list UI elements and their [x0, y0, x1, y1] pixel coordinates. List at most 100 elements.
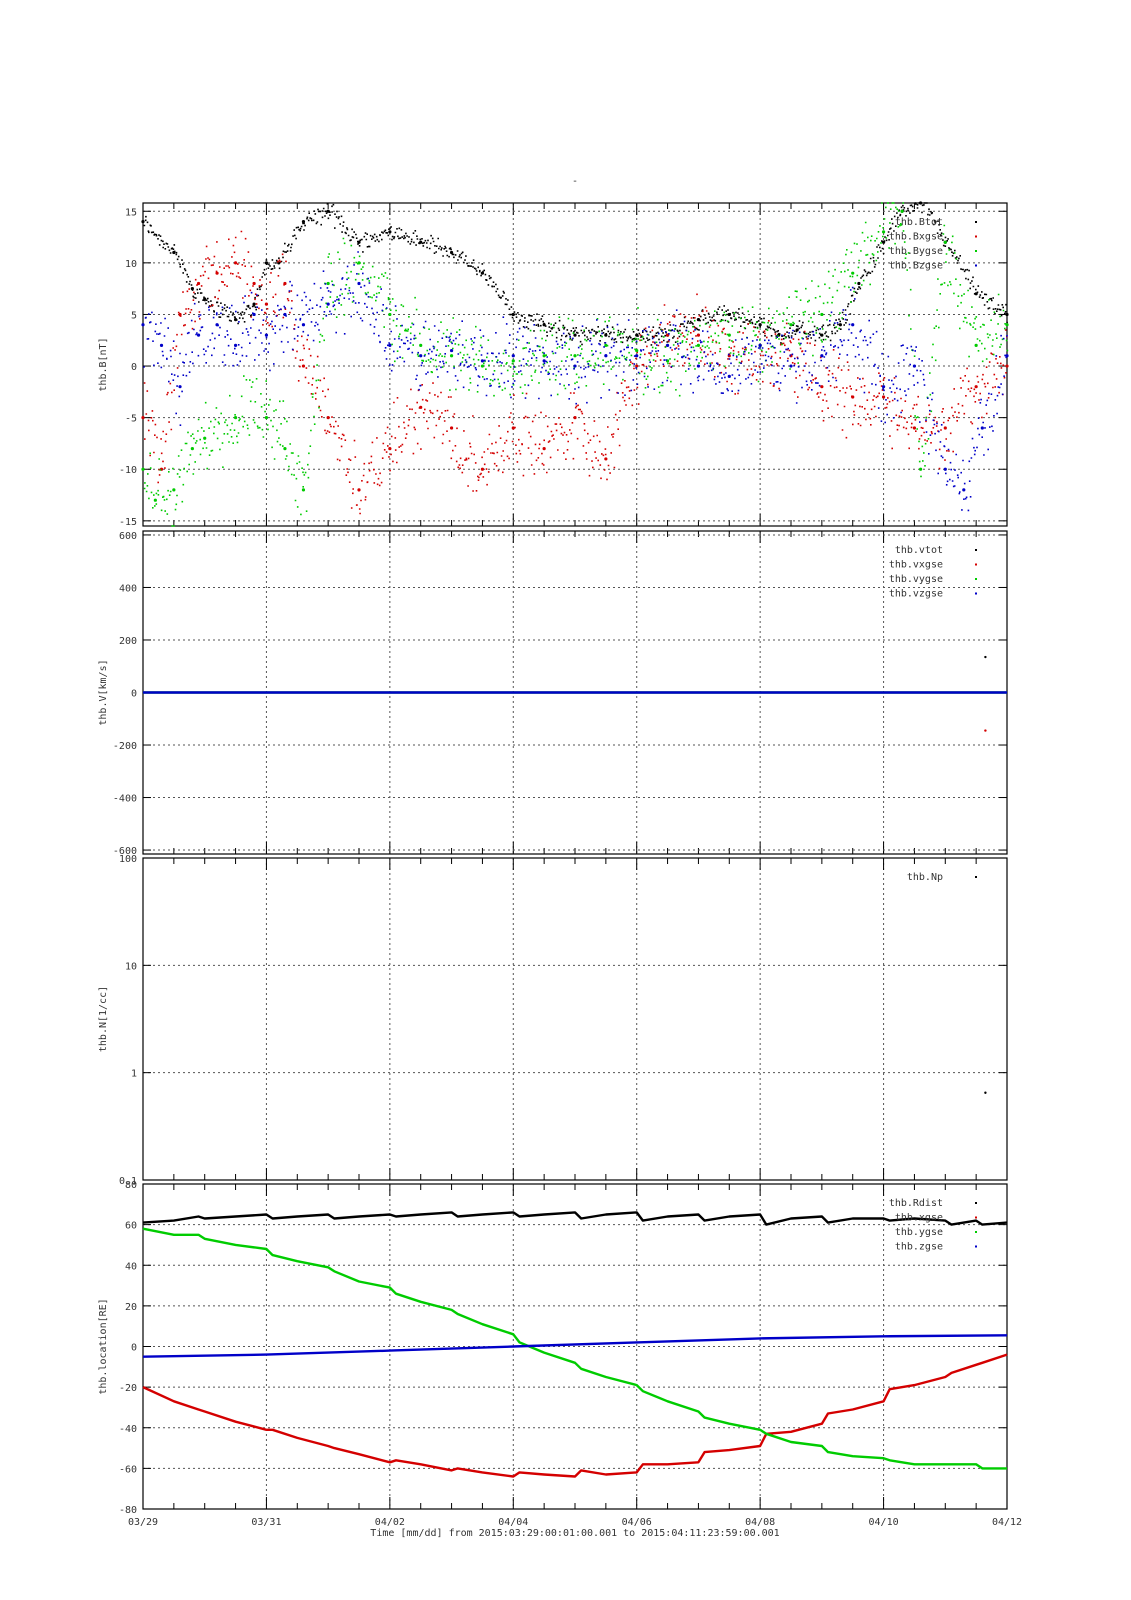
- data-point: [912, 364, 917, 368]
- data-point: [264, 333, 269, 337]
- y-tick-label: -80: [119, 1505, 137, 1516]
- data-point: [203, 436, 207, 440]
- data-point: [172, 488, 176, 492]
- series-thb.Bxgse: [141, 230, 1009, 515]
- y-tick-label: -200: [113, 741, 137, 752]
- x-tick-label: 03/31: [251, 1517, 281, 1528]
- legend-label: thb.Bygse: [889, 246, 943, 257]
- data-point: [264, 416, 269, 420]
- data-point: [635, 354, 639, 358]
- y-tick-label: 0.1: [119, 1176, 137, 1187]
- legend-label: thb.Bxgse: [889, 232, 943, 243]
- data-point: [190, 287, 194, 291]
- data-point: [419, 343, 423, 348]
- y-tick-label: 60: [125, 1221, 137, 1232]
- data-point: [480, 271, 485, 275]
- data-point: [283, 312, 287, 317]
- data-point: [480, 467, 485, 471]
- series-thb.Np: [984, 1091, 987, 1094]
- data-point: [665, 343, 670, 348]
- data-point: [233, 318, 238, 322]
- data-point: [252, 281, 256, 286]
- y-tick-label: 0: [131, 1343, 137, 1354]
- data-point: [542, 359, 546, 363]
- figure-title: -: [572, 176, 578, 187]
- x-tick-label: 04/10: [869, 1517, 899, 1528]
- data-point: [449, 426, 454, 430]
- x-tick-label: 04/02: [375, 1517, 405, 1528]
- data-point: [283, 447, 287, 451]
- y-tick-label: 20: [125, 1302, 137, 1313]
- legend-marker: [975, 549, 977, 551]
- data-point: [758, 343, 762, 348]
- series-thb.zgse: [142, 1334, 1008, 1358]
- data-point: [357, 281, 361, 286]
- data-point: [196, 281, 201, 286]
- data-point: [984, 655, 987, 659]
- data-point: [511, 426, 515, 430]
- data-point: [696, 333, 701, 337]
- series-thb.ygse: [142, 1227, 1007, 1470]
- y-tick-label: -15: [119, 517, 137, 528]
- data-point: [789, 323, 793, 327]
- data-point: [264, 302, 269, 306]
- data-point: [301, 488, 306, 492]
- data-point: [141, 467, 145, 471]
- y-tick-label: 0: [131, 689, 137, 700]
- data-point: [604, 343, 608, 348]
- data-point: [881, 385, 886, 389]
- data-point: [511, 312, 515, 317]
- data-points: [143, 251, 1008, 512]
- data-point: [851, 395, 855, 399]
- data-point: [388, 343, 392, 348]
- series-line: [142, 1334, 1008, 1358]
- y-tick-label: -5: [125, 414, 137, 425]
- data-point: [758, 323, 762, 327]
- legend-marker: [975, 1202, 977, 1204]
- data-point: [820, 333, 824, 337]
- x-tick-label: 04/08: [745, 1517, 775, 1528]
- data-point: [974, 385, 978, 389]
- data-point: [233, 416, 238, 420]
- data-point: [419, 354, 423, 358]
- data-point: [301, 323, 306, 327]
- series-thb.vtot: [984, 655, 987, 659]
- data-point: [962, 488, 966, 492]
- series-thb.Rdist: [142, 1211, 1008, 1226]
- panel-1: 15 10 5 0 -5 -10 -15 thb.B[nT] thb.Btot thb.Bxgse…: [98, 201, 1009, 528]
- data-point: [326, 209, 330, 213]
- data-point: [153, 498, 157, 502]
- y-axis-label: thb.B[nT]: [98, 337, 109, 391]
- data-point: [141, 323, 145, 327]
- legend-marker: [975, 876, 977, 878]
- data-point: [696, 318, 701, 322]
- legend-marker: [975, 592, 977, 595]
- data-point: [301, 219, 306, 224]
- legend-marker: [975, 250, 977, 252]
- x-tick-label: 04/04: [498, 1517, 528, 1528]
- data-point: [215, 271, 219, 275]
- data-point: [1005, 323, 1009, 327]
- y-tick-label: 0: [131, 362, 137, 373]
- data-point: [857, 281, 861, 286]
- data-point: [881, 230, 886, 234]
- legend-marker: [975, 1245, 977, 1248]
- data-point: [178, 312, 182, 317]
- data-point: [573, 333, 577, 337]
- data-point: [912, 426, 917, 430]
- data-point: [419, 405, 423, 409]
- series-thb.Bzgse: [141, 251, 1009, 512]
- data-point: [900, 209, 904, 213]
- plot-frame: [142, 857, 1008, 1181]
- data-point: [357, 261, 361, 265]
- y-tick-label: -60: [119, 1464, 137, 1475]
- data-point: [789, 364, 793, 368]
- data-point: [696, 364, 701, 368]
- data-point: [635, 364, 639, 368]
- y-tick-label: -400: [113, 794, 137, 805]
- data-point: [851, 271, 855, 275]
- x-tick-label: 04/12: [992, 1517, 1022, 1528]
- data-point: [542, 323, 546, 327]
- y-tick-label: 15: [125, 207, 137, 218]
